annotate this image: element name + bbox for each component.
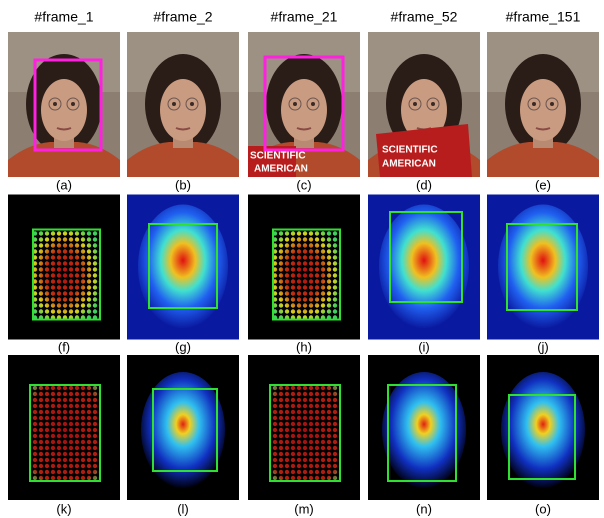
frame-image: [127, 32, 239, 177]
map-image: [127, 355, 239, 500]
row-frames: SCIENTIFIC AMERICAN SCIENTIFIC AMERICAN …: [8, 32, 599, 192]
frame-label: #frame_151: [506, 9, 581, 25]
frame-image: [487, 32, 599, 177]
map-image: [487, 355, 599, 500]
frame-label: #frame_2: [153, 9, 212, 25]
map-image: [487, 195, 599, 340]
magazine-text: SCIENTIFIC: [250, 151, 306, 162]
magazine-text: SCIENTIFIC: [382, 145, 438, 156]
figure: #frame_1 #frame_2 #frame_21 #frame_52 #f…: [0, 0, 604, 518]
magazine-text: AMERICAN: [254, 164, 308, 175]
frame-image: [8, 32, 120, 177]
caption: (e): [535, 177, 551, 192]
frame-image: SCIENTIFIC AMERICAN: [248, 32, 360, 177]
frame-label: #frame_1: [34, 9, 93, 25]
caption: (h): [296, 339, 312, 354]
caption: (n): [416, 501, 432, 516]
caption: (c): [296, 177, 311, 192]
frame-image: SCIENTIFIC AMERICAN: [368, 32, 480, 177]
caption: (l): [177, 501, 189, 516]
frame-labels: #frame_1 #frame_2 #frame_21 #frame_52 #f…: [34, 9, 580, 25]
caption: (m): [294, 501, 314, 516]
map-image: [8, 195, 120, 340]
caption: (a): [56, 177, 72, 192]
frame-label: #frame_52: [391, 9, 458, 25]
map-image: [8, 355, 120, 500]
caption: (j): [537, 339, 549, 354]
caption: (g): [175, 339, 191, 354]
row-maps: (k) (l) (m) (n) (o): [8, 355, 599, 516]
map-image: [248, 195, 360, 340]
row-maps: (f) (g) (h) (i) (j): [8, 195, 599, 355]
magazine-text: AMERICAN: [382, 159, 436, 170]
caption: (f): [58, 339, 70, 354]
map-image: [368, 195, 480, 340]
map-image: [368, 355, 480, 500]
frame-label: #frame_21: [271, 9, 338, 25]
caption: (i): [418, 339, 430, 354]
map-image: [248, 355, 360, 500]
caption: (k): [56, 501, 71, 516]
caption: (d): [416, 177, 432, 192]
caption: (b): [175, 177, 191, 192]
caption: (o): [535, 501, 551, 516]
map-image: [127, 195, 239, 340]
